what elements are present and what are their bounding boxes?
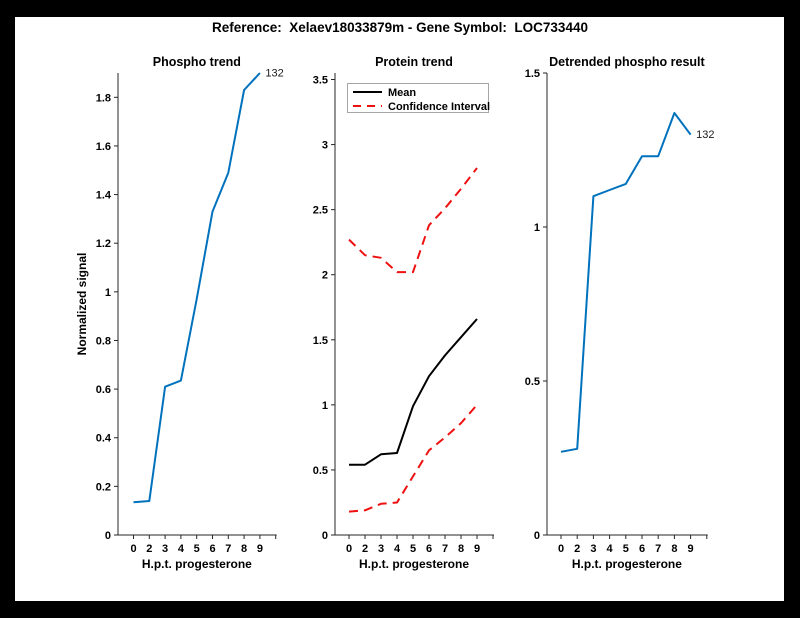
x-tick-label: 4 [607,543,614,555]
x-tick-label: 8 [671,543,677,555]
x-tick-label: 5 [623,543,629,555]
y-tick-label: 2 [322,270,328,282]
y-tick-label: 0.8 [96,335,111,347]
x-tick-label: 9 [688,543,694,555]
legend-label: Confidence Interval [388,101,490,113]
y-axis-label: Normalized signal [75,253,89,356]
y-tick-label: 1.6 [96,141,111,153]
x-tick-label: 0 [346,543,352,555]
subplot-title: Phospho trend [153,55,241,69]
y-tick-label: 0.6 [96,384,111,396]
x-tick-label: 7 [442,543,448,555]
legend-label: Mean [388,87,416,99]
x-axis-label: H.p.t. progesterone [359,557,469,571]
subplot-title: Detrended phospho result [549,55,705,69]
y-tick-label: 2.5 [313,205,328,217]
series-line-132 [560,112,692,453]
y-tick-label: 1 [105,287,111,299]
y-tick-label: 1.5 [313,335,328,347]
x-tick-label: 6 [209,543,215,555]
x-tick-label: 2 [362,543,368,555]
x-axis-label: H.p.t. progesterone [572,557,682,571]
y-tick-label: 0.2 [96,481,111,493]
x-tick-label: 5 [410,543,416,555]
y-tick-label: 1 [322,400,328,412]
legend-box [347,83,489,113]
y-tick-label: 1.8 [96,92,111,104]
x-tick-label: 3 [162,543,168,555]
x-tick-label: 0 [130,543,136,555]
series-line-132 [133,72,261,504]
y-tick-label: 0.5 [313,465,328,477]
x-tick-label: 6 [639,543,645,555]
series-end-label: 132 [265,68,283,80]
y-tick-label: 1.2 [96,238,111,250]
x-tick-label: 4 [394,543,401,555]
subplot-phospho-trend: 0 2 3 4 5 6 7 8 900.20.40.60.811.21.41.61.8Phosp… [75,55,284,571]
x-tick-label: 7 [225,543,231,555]
x-tick-label: 0 [558,543,564,555]
y-tick-label: 0 [534,530,540,542]
figure-title: Reference: Xelaev18033879m - Gene Symbol… [212,20,588,35]
series-line-confidence-interval-upper [348,167,478,274]
y-tick-label: 3 [322,140,328,152]
x-tick-label: 8 [458,543,464,555]
x-tick-label: 6 [426,543,432,555]
x-tick-label: 8 [241,543,247,555]
x-tick-label: 9 [474,543,480,555]
legend: Mean Confidence Interval [347,83,490,113]
x-tick-label: 2 [146,543,152,555]
y-tick-label: 0.5 [525,376,540,388]
x-tick-label: 7 [655,543,661,555]
subplot-title: Protein trend [375,55,453,69]
figure-canvas [15,17,784,601]
y-tick-label: 1.5 [525,68,540,80]
series-end-label: 132 [696,129,714,141]
series-line-mean [349,318,478,466]
y-tick-label: 0.4 [96,433,112,445]
x-tick-label: 4 [178,543,185,555]
series-line-confidence-interval-lower [348,404,478,513]
x-tick-label: 3 [378,543,384,555]
y-tick-label: 0 [105,530,111,542]
x-tick-label: 2 [574,543,580,555]
x-tick-label: 3 [590,543,596,555]
y-tick-label: 0 [322,530,328,542]
y-tick-label: 1 [534,222,540,234]
x-tick-label: 5 [194,543,200,555]
y-tick-label: 1.4 [96,190,112,202]
x-axis-label: H.p.t. progesterone [142,557,252,571]
y-tick-label: 3.5 [313,75,328,87]
x-tick-label: 9 [257,543,263,555]
